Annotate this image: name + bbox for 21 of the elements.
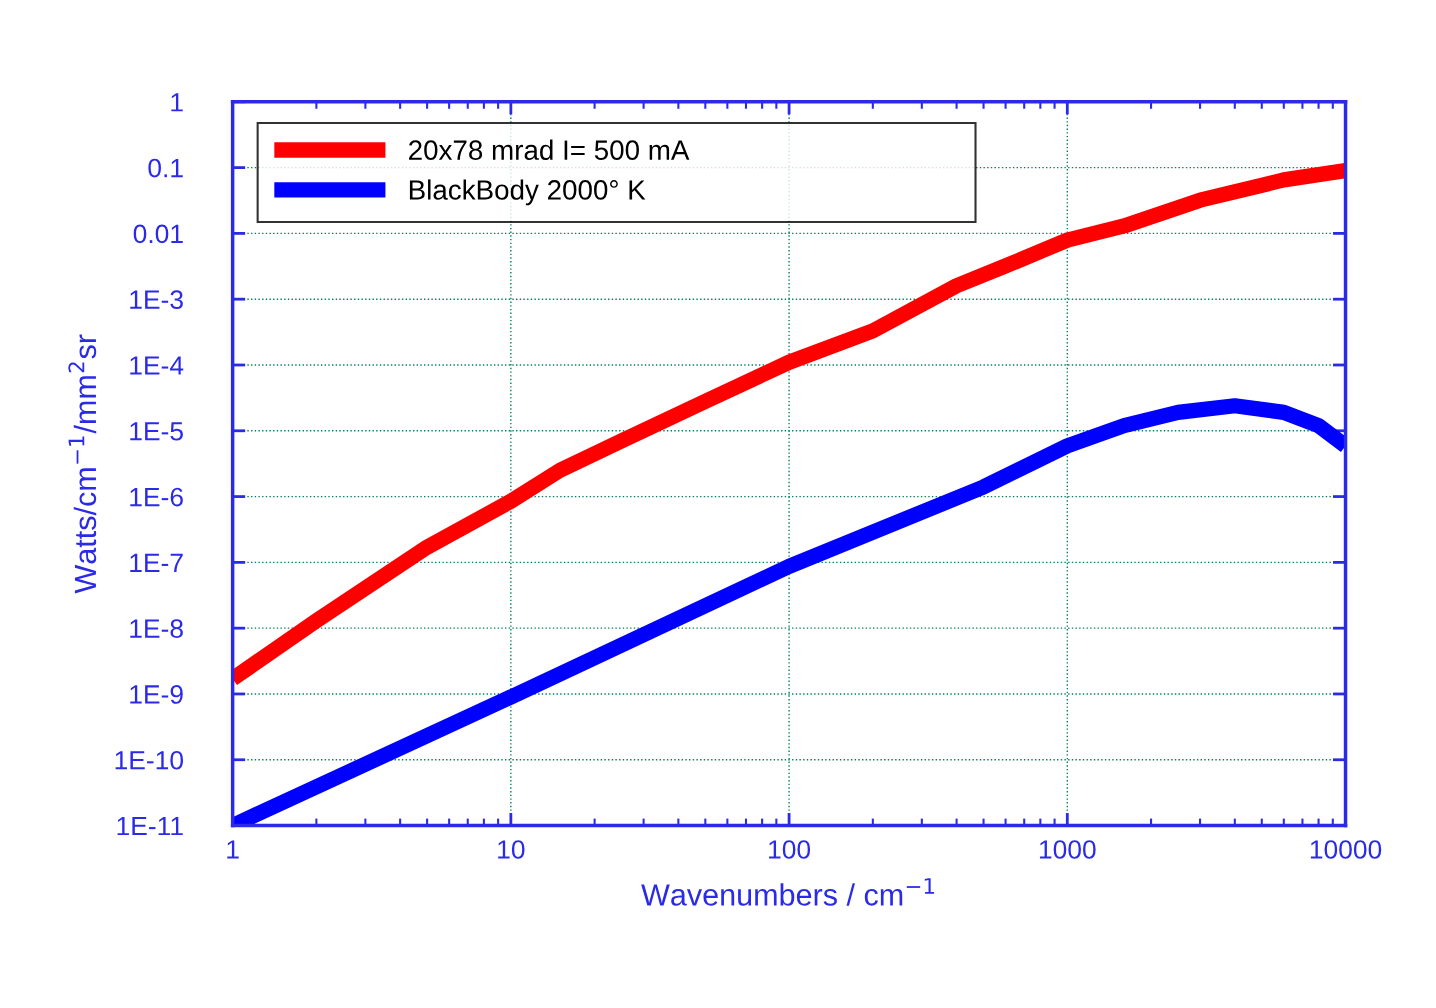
legend-label: BlackBody 2000° K [409, 179, 646, 206]
y-tick-label: 0.01 [133, 224, 183, 244]
y-tick-label: 1 [171, 93, 183, 112]
x-tick-label: 10000 [1310, 840, 1382, 859]
y-tick-label: 1E-5 [130, 422, 183, 441]
y-tick-label: 0.1 [148, 158, 183, 178]
y-tick-label: 1E-3 [130, 290, 183, 310]
x-tick-label: 100 [769, 840, 811, 859]
y-tick-label: 1E-8 [130, 619, 183, 638]
y-tick-label: 1E-11 [117, 816, 183, 836]
x-tick-label: 1 [227, 840, 239, 859]
x-axis-title: Wavenumbers / cm$^{−1}$ [641, 878, 935, 906]
y-tick-label: 1E-10 [115, 750, 183, 770]
x-tick-label: 1000 [1039, 840, 1096, 859]
x-tick-label: 10 [498, 840, 525, 859]
y-tick-label: 1E-9 [130, 685, 183, 704]
legend-label: 20x78 mrad I= 500 mA [409, 139, 690, 160]
y-axis-title: Watts/cm$^{−1}$/mm$^{2}$sr [68, 334, 97, 594]
y-tick-label: 1E-6 [130, 487, 183, 507]
y-tick-label: 1E-4 [130, 356, 184, 375]
y-tick-label: 1E-7 [130, 553, 183, 572]
